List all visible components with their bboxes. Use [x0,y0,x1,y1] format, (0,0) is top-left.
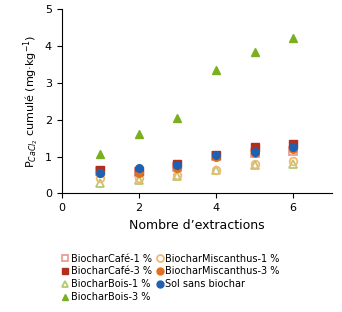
Legend: BiocharCafé-1 %, BiocharCafé-3 %, BiocharBois-1 %, BiocharBois-3 %, BiocharMisca: BiocharCafé-1 %, BiocharCafé-3 %, Biocha… [61,254,280,302]
Y-axis label: P$_{CaCl_2}$ cumulé (mg·kg$^{-1}$): P$_{CaCl_2}$ cumulé (mg·kg$^{-1}$) [21,35,41,168]
X-axis label: Nombre d’extractions: Nombre d’extractions [129,219,264,232]
